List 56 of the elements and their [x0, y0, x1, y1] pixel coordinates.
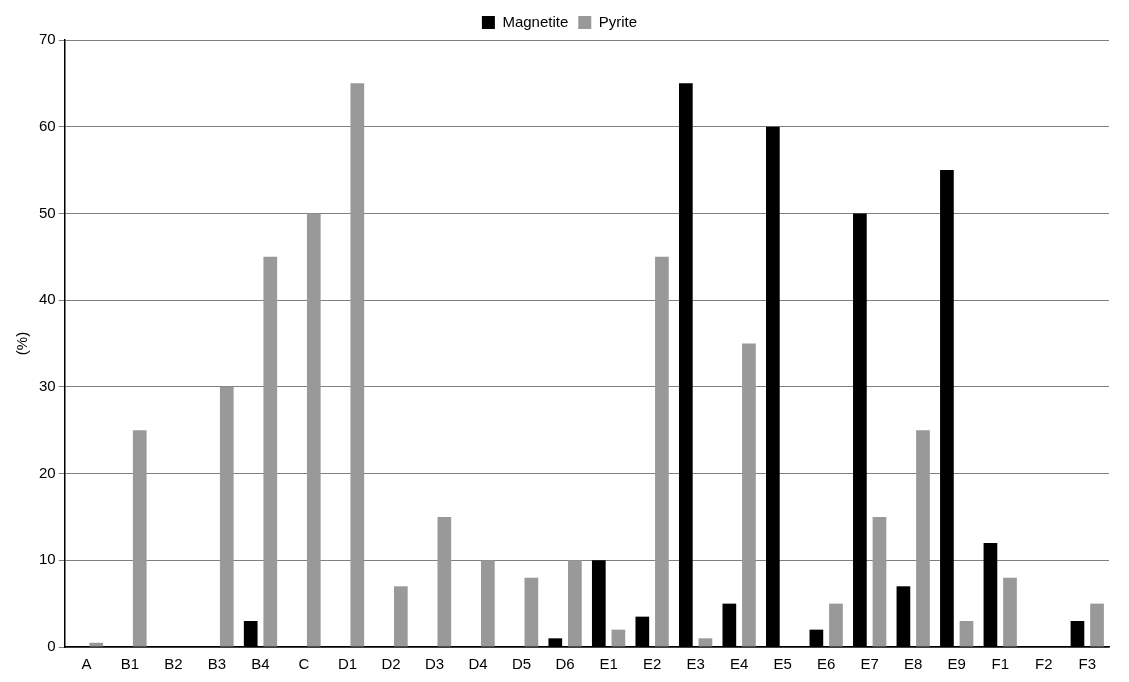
bar	[568, 560, 582, 647]
bar	[89, 642, 104, 647]
bar	[698, 638, 713, 647]
bar	[655, 256, 669, 647]
y-axis-title: (%)	[13, 331, 31, 356]
bar	[263, 256, 278, 647]
bar	[393, 586, 408, 647]
bar	[1003, 577, 1017, 647]
bar	[481, 560, 495, 647]
x-tick-label: E7	[860, 655, 879, 673]
x-tick-label: E8	[904, 655, 923, 673]
bar	[829, 603, 843, 647]
legend-label: Magnetite	[502, 12, 569, 30]
y-tick-label: 10	[39, 550, 56, 568]
x-tick-label: E4	[729, 655, 749, 673]
y-tick-label: 20	[39, 463, 56, 481]
x-tick-label: C	[298, 655, 310, 673]
bar	[916, 430, 930, 647]
bar	[742, 343, 756, 647]
x-tick-label: D3	[424, 655, 445, 673]
x-tick-label: D2	[381, 655, 401, 673]
x-tick-label: B1	[120, 655, 140, 673]
x-tick-label: F2	[1034, 655, 1053, 673]
bar	[524, 577, 539, 647]
x-tick-label: F1	[991, 655, 1009, 673]
bar	[872, 516, 887, 647]
x-tick-label: B4	[251, 655, 270, 673]
y-tick-label: 40	[39, 290, 56, 308]
x-tick-label: E6	[816, 655, 836, 673]
bar	[350, 83, 365, 647]
y-tick-label: 50	[39, 203, 56, 221]
x-tick-label: D4	[468, 655, 488, 673]
x-tick-label: D5	[511, 655, 532, 673]
y-tick-label: 70	[39, 30, 56, 48]
x-tick-label: E1	[599, 655, 618, 673]
x-tick-label: E2	[642, 655, 662, 673]
bar	[959, 620, 974, 647]
x-tick-label: A	[81, 655, 92, 673]
x-tick-label: F3	[1078, 655, 1096, 673]
bar	[1090, 603, 1104, 647]
y-tick-label: 60	[39, 116, 56, 134]
legend-label: Pyrite	[598, 12, 638, 30]
x-tick-label: E5	[773, 655, 792, 673]
bar	[611, 629, 626, 647]
bar	[132, 430, 147, 647]
x-tick-label: E9	[947, 655, 966, 673]
x-tick-label: B3	[207, 655, 227, 673]
y-tick-label: 30	[39, 377, 56, 394]
bar	[219, 386, 234, 647]
bar	[437, 516, 452, 647]
x-tick-label: E3	[686, 655, 705, 673]
y-tick-label: 0	[47, 637, 56, 655]
x-tick-label: D6	[555, 655, 575, 673]
bar	[306, 213, 321, 647]
x-tick-label: B2	[164, 655, 183, 673]
x-tick-label: D1	[337, 655, 358, 673]
